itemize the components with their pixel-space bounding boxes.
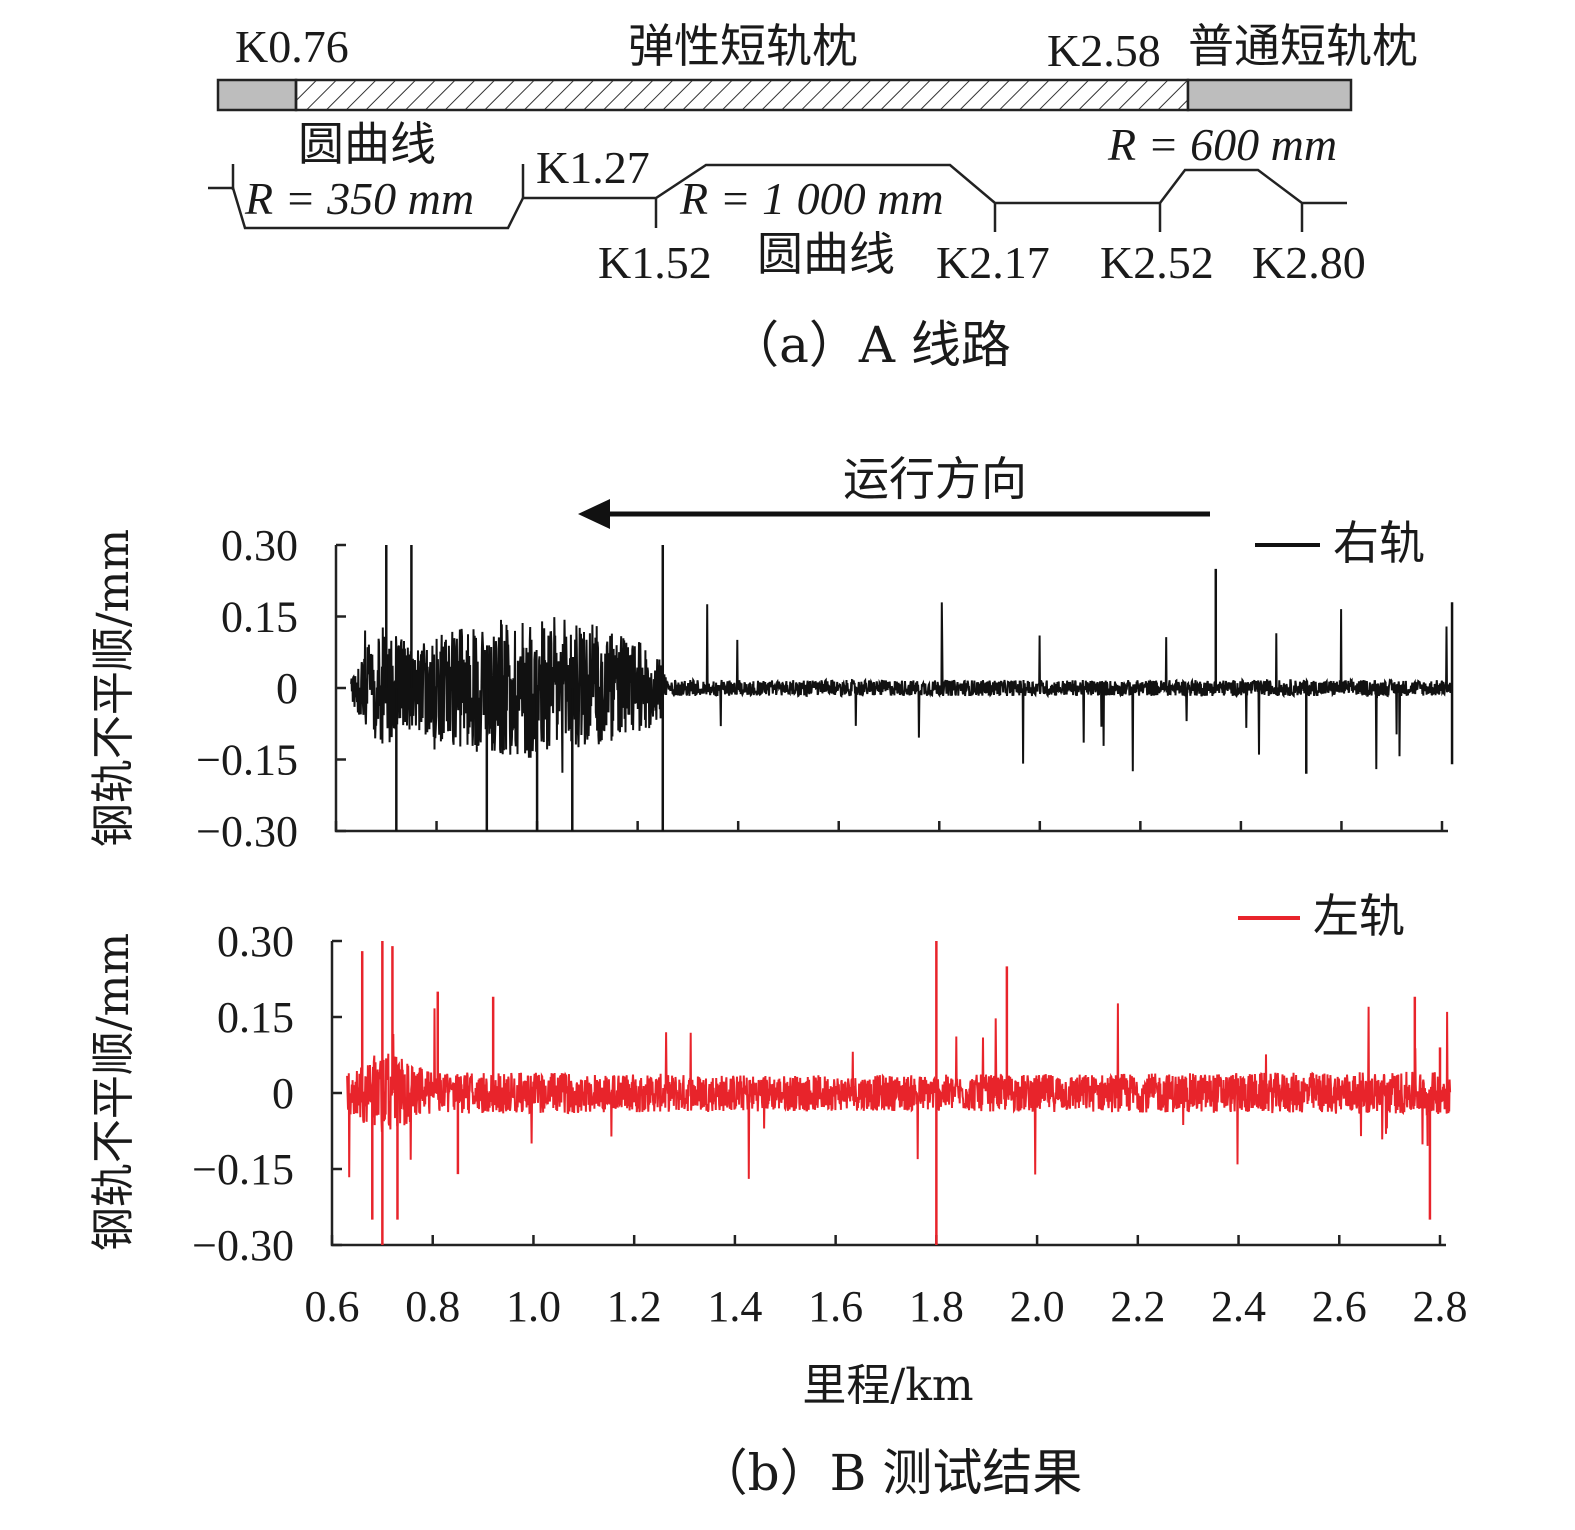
x-tick-label: 2.6 bbox=[1312, 1282, 1367, 1331]
direction-arrow-head bbox=[578, 499, 610, 529]
curve-label-2: 圆曲线 bbox=[757, 227, 895, 281]
chart-left-rail: 0.30 0.15 0 −0.15 −0.30 0.6 0.8 1.0 1.2 1.4 1.6 1.… bbox=[88, 889, 1468, 1411]
x-tick-label: 1.8 bbox=[909, 1282, 964, 1331]
y-ticks-right-rail: 0.30 0.15 0 −0.15 −0.30 bbox=[196, 521, 346, 856]
caption-a: （a）A 线路 bbox=[729, 316, 1011, 374]
series-left-rail bbox=[346, 941, 1452, 1245]
x-tick-label: 2.4 bbox=[1211, 1282, 1266, 1331]
elastic-sleeper-segment bbox=[294, 78, 1190, 112]
chart-right-rail: 0.30 0.15 0 −0.15 −0.30 钢轨不平顺/mm 右轨 bbox=[88, 516, 1454, 856]
x-tick-label: 0.6 bbox=[305, 1282, 360, 1331]
x-tick-label: 1.6 bbox=[808, 1282, 863, 1331]
y-tick-label: −0.15 bbox=[192, 1145, 294, 1194]
series-line bbox=[346, 1003, 1452, 1179]
y-tick-label: 0.15 bbox=[221, 593, 298, 642]
y-tick-label: 0 bbox=[272, 1069, 294, 1118]
sleeper-right-label: 普通短轨枕 bbox=[1188, 19, 1418, 73]
y-axis-label-left-rail: 钢轨不平顺/mm bbox=[88, 933, 139, 1251]
alignment-line bbox=[208, 163, 1347, 230]
direction-label: 运行方向 bbox=[843, 452, 1027, 506]
y-tick-label: −0.15 bbox=[196, 736, 298, 785]
y-axis-label-right-rail: 钢轨不平顺/mm bbox=[88, 529, 139, 847]
x-tick-label: 1.0 bbox=[506, 1282, 561, 1331]
y-tick-label: 0 bbox=[276, 664, 298, 713]
sleeper-right-km-label: K2.58 bbox=[1047, 25, 1161, 76]
x-tick-label: 2.2 bbox=[1110, 1282, 1165, 1331]
x-tick-label: 2.0 bbox=[1010, 1282, 1065, 1331]
k152-label: K1.52 bbox=[598, 237, 712, 288]
series-right-rail bbox=[350, 545, 1454, 831]
x-ticks-right-rail bbox=[334, 821, 1444, 831]
caption-b: （b）B 测试结果 bbox=[698, 1444, 1083, 1502]
y-tick-label: 0.30 bbox=[221, 521, 298, 570]
x-tick-label: 2.8 bbox=[1413, 1282, 1468, 1331]
sleeper-left-km-label: K0.76 bbox=[235, 21, 349, 72]
route-diagram: K0.76 弹性短轨枕 K2.58 普通短轨枕 圆曲线 R = 350 mm K… bbox=[208, 19, 1418, 374]
y-ticks-left-rail: 0.30 0.15 0 −0.15 −0.30 bbox=[192, 917, 342, 1270]
y-tick-label: 0.30 bbox=[217, 917, 294, 966]
x-tick-label: 1.4 bbox=[707, 1282, 762, 1331]
ordinary-sleeper-segment-right bbox=[1186, 78, 1353, 112]
k217-label: K2.17 bbox=[936, 237, 1050, 288]
k127-label: K1.27 bbox=[536, 142, 650, 193]
x-tick-label: 0.8 bbox=[405, 1282, 460, 1331]
x-tick-label: 1.2 bbox=[607, 1282, 662, 1331]
y-tick-label: 0.15 bbox=[217, 993, 294, 1042]
ordinary-sleeper-segment-left bbox=[216, 78, 298, 112]
x-ticks-left-rail: 0.6 0.8 1.0 1.2 1.4 1.6 1.8 2.0 2.2 2.4 2.6 2.8 bbox=[305, 1235, 1468, 1331]
x-axis-label: 里程/km bbox=[802, 1360, 973, 1411]
series-line bbox=[350, 602, 1454, 773]
y-tick-label: −0.30 bbox=[192, 1221, 294, 1270]
radius-350-label: R = 350 mm bbox=[244, 173, 474, 224]
radius-600-label: R = 600 mm bbox=[1107, 119, 1337, 170]
y-tick-label: −0.30 bbox=[196, 807, 298, 856]
k280-label: K2.80 bbox=[1252, 237, 1366, 288]
k252-label: K2.52 bbox=[1100, 237, 1214, 288]
legend-label-right-rail: 右轨 bbox=[1333, 516, 1425, 570]
curve-label-1: 圆曲线 bbox=[298, 117, 436, 171]
sleeper-middle-label: 弹性短轨枕 bbox=[628, 19, 858, 73]
legend-label-left-rail: 左轨 bbox=[1313, 889, 1405, 943]
radius-1000-label: R = 1 000 mm bbox=[679, 173, 944, 224]
